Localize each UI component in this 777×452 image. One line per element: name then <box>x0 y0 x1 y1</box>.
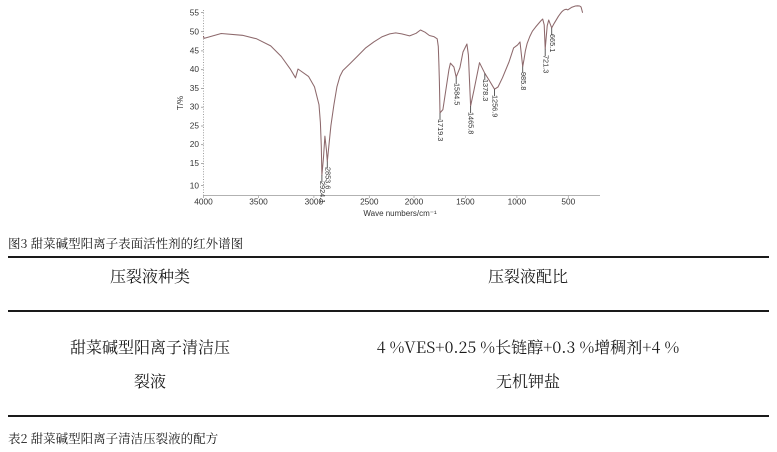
svg-text:25: 25 <box>190 121 200 131</box>
svg-text:45: 45 <box>190 45 200 55</box>
svg-text:Wave numbers/cm⁻¹: Wave numbers/cm⁻¹ <box>363 209 437 218</box>
svg-text:40: 40 <box>190 64 200 74</box>
svg-text:50: 50 <box>190 27 200 37</box>
svg-text:15: 15 <box>190 158 200 168</box>
svg-text:10: 10 <box>190 181 200 191</box>
svg-text:35: 35 <box>190 83 200 93</box>
svg-text:30: 30 <box>190 102 200 112</box>
svg-text:55: 55 <box>190 8 200 18</box>
svg-text:20: 20 <box>190 139 200 149</box>
svg-text:T/%: T/% <box>176 96 185 110</box>
